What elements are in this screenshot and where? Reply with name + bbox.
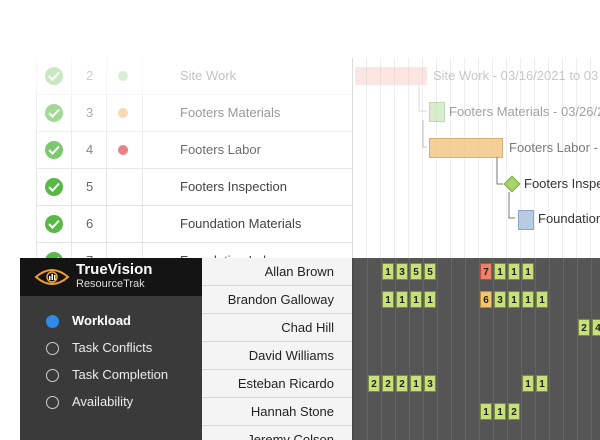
workload-cell[interactable]: 1 — [382, 291, 394, 308]
complete-check-icon — [45, 215, 63, 233]
radio-selected-icon — [46, 315, 59, 328]
workload-cell[interactable]: 1 — [410, 291, 422, 308]
task-number: 4 — [86, 142, 94, 157]
task-name: Footers Materials — [180, 105, 281, 120]
gantt-bar-foundation[interactable] — [518, 210, 534, 230]
task-name: Footers Inspection — [180, 179, 287, 194]
workload-cell[interactable]: 3 — [424, 375, 436, 392]
workload-cell[interactable]: 1 — [508, 291, 520, 308]
workload-cell[interactable]: 1 — [494, 263, 506, 280]
task-row[interactable]: 6 Foundation Materials — [36, 206, 352, 243]
workload-cell[interactable]: 2 — [382, 375, 394, 392]
workload-cell[interactable]: 2 — [396, 375, 408, 392]
resourcetrak-panel: TrueVision ResourceTrak Workload Task Co… — [20, 258, 202, 440]
gantt-bar-footers-labor[interactable] — [429, 138, 503, 158]
workload-cell[interactable]: 1 — [424, 291, 436, 308]
task-row[interactable]: 4 Footers Labor — [36, 132, 352, 169]
workload-cell[interactable]: 5 — [424, 263, 436, 280]
workload-cell[interactable]: 1 — [522, 291, 534, 308]
workload-cell[interactable]: 1 — [508, 263, 520, 280]
brand-header: TrueVision ResourceTrak — [20, 258, 202, 296]
gantt-timeline: Site Work - 03/16/2021 to 03 Footers Mat… — [352, 58, 600, 258]
workload-cell[interactable]: 1 — [410, 375, 422, 392]
workload-cell[interactable]: 1 — [494, 403, 506, 420]
menu-item-label: Task Completion — [72, 367, 169, 382]
task-name: Footers Labor — [180, 142, 261, 157]
dependency-arrows — [418, 85, 515, 219]
menu-item-label: Workload — [72, 313, 131, 328]
workload-cell[interactable]: 2 — [578, 319, 590, 336]
resource-row[interactable]: Jeremy Colson — [202, 426, 600, 440]
resource-name: David Williams — [248, 348, 334, 363]
task-row[interactable]: 5 Footers Inspection — [36, 169, 352, 206]
brand-subtitle: ResourceTrak — [76, 278, 145, 290]
gantt-bar-label: Site Work - 03/16/2021 to 03 — [433, 68, 599, 83]
resource-name: Allan Brown — [264, 264, 334, 279]
resource-name: Jeremy Colson — [247, 432, 334, 440]
resource-cells — [354, 342, 600, 371]
status-dot-icon — [118, 71, 128, 81]
gantt-bar-label: Foundation — [538, 211, 600, 226]
workload-cell[interactable]: 1 — [536, 375, 548, 392]
workload-cell[interactable]: 1 — [536, 291, 548, 308]
complete-check-icon — [45, 178, 63, 196]
gantt-bar-label: Footers Materials - 03/26/2 — [449, 104, 600, 119]
task-number: 2 — [86, 68, 94, 83]
complete-check-icon — [45, 67, 63, 85]
complete-check-icon — [45, 141, 63, 159]
gantt-bar-site-work[interactable] — [355, 67, 427, 85]
workload-cell[interactable]: 1 — [396, 291, 408, 308]
workload-cell[interactable]: 3 — [494, 291, 506, 308]
workload-cell[interactable]: 3 — [396, 263, 408, 280]
workload-cell[interactable]: 1 — [522, 263, 534, 280]
eye-logo-icon — [34, 269, 70, 285]
resource-row[interactable]: David Williams — [202, 342, 600, 371]
task-row[interactable]: 3 Footers Materials — [36, 95, 352, 132]
resource-name: Esteban Ricardo — [237, 376, 334, 391]
workload-cell[interactable]: 1 — [522, 375, 534, 392]
gantt-bar-footers-materials[interactable] — [429, 102, 445, 122]
workload-cell[interactable]: 5 — [410, 263, 422, 280]
workload-cell[interactable]: 7 — [480, 263, 492, 280]
workload-cell[interactable]: 2 — [508, 403, 520, 420]
radio-unselected-icon — [46, 396, 59, 409]
complete-check-icon — [45, 104, 63, 122]
task-row[interactable]: 2 Site Work — [36, 58, 352, 95]
resource-name: Brandon Galloway — [227, 292, 334, 307]
resource-name: Chad Hill — [281, 320, 334, 335]
brand-title: TrueVision — [76, 261, 153, 278]
workload-cell[interactable]: 1 — [480, 403, 492, 420]
radio-unselected-icon — [46, 342, 59, 355]
menu-item-label: Task Conflicts — [72, 340, 153, 355]
gantt-bar-label: Footers Inspe — [524, 176, 600, 191]
task-number: 5 — [86, 179, 94, 194]
workload-cell[interactable]: 2 — [368, 375, 380, 392]
status-dot-icon — [118, 108, 128, 118]
status-dot-icon — [118, 145, 128, 155]
task-name: Site Work — [180, 68, 237, 83]
task-number: 6 — [86, 216, 94, 231]
gantt-bar-label: Footers Labor - 03/ — [509, 140, 600, 155]
radio-unselected-icon — [46, 369, 59, 382]
workload-cell[interactable]: 1 — [382, 263, 394, 280]
task-name: Foundation Materials — [180, 216, 302, 231]
workload-cell[interactable]: 6 — [480, 291, 492, 308]
resource-name: Hannah Stone — [250, 404, 334, 419]
menu-item-label: Availability — [72, 394, 134, 409]
task-table: 2 Site Work 3 Footers Materials 4 Footer… — [36, 58, 352, 280]
workload-cell[interactable]: 4 — [592, 319, 600, 336]
task-number: 3 — [86, 105, 94, 120]
resource-cells — [354, 426, 600, 440]
